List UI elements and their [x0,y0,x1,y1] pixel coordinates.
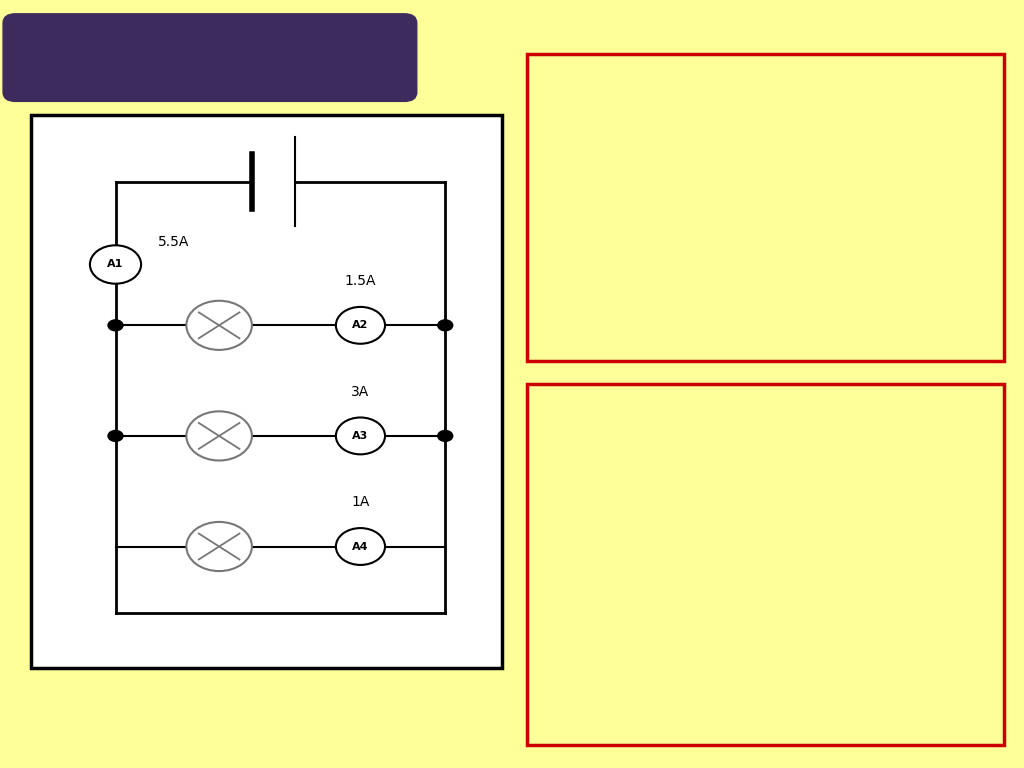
Circle shape [336,307,385,344]
Text: total: total [546,601,608,625]
Circle shape [90,245,141,283]
Text: through: through [725,154,840,178]
FancyBboxPatch shape [527,384,1004,745]
Circle shape [186,412,252,461]
Text: flowing around the: flowing around the [546,485,800,508]
Text: separate  branches: separate branches [546,718,803,742]
Text: A4: A4 [352,541,369,551]
Text: total  current: total current [593,426,770,450]
Text: 1.5A: 1.5A [345,274,376,288]
FancyBboxPatch shape [31,115,502,668]
Text: 1A: 1A [351,495,370,509]
Text: depends upon its: depends upon its [546,271,776,295]
Text: A3: A3 [352,431,369,441]
Text: 3A: 3A [351,385,370,399]
Circle shape [437,319,454,332]
FancyBboxPatch shape [527,54,1004,361]
Text: The: The [546,426,603,450]
Text: circuit is equal to the: circuit is equal to the [546,543,830,567]
Circle shape [437,430,454,442]
Text: A1: A1 [108,260,124,270]
Circle shape [108,430,124,442]
Text: .: . [968,718,977,742]
Circle shape [336,528,385,565]
Circle shape [186,522,252,571]
Text: .: . [772,329,781,353]
Text: 5.5A: 5.5A [158,235,189,250]
Text: In a: In a [546,96,604,120]
Text: Current in Series and Parallel circuits: Current in Series and Parallel circuits [31,48,416,68]
Circle shape [336,418,385,455]
Text: of all the: of all the [651,601,779,625]
Circle shape [186,301,252,350]
Text: A2: A2 [352,320,369,330]
FancyBboxPatch shape [3,14,417,101]
Text: currents in the: currents in the [546,660,743,684]
Text: resistance: resistance [546,329,684,353]
Text: parallel  circuit: parallel circuit [604,96,806,120]
Text: each component: each component [546,213,766,237]
Circle shape [108,319,124,332]
Text: the: the [546,154,598,178]
Text: current: current [591,154,689,178]
